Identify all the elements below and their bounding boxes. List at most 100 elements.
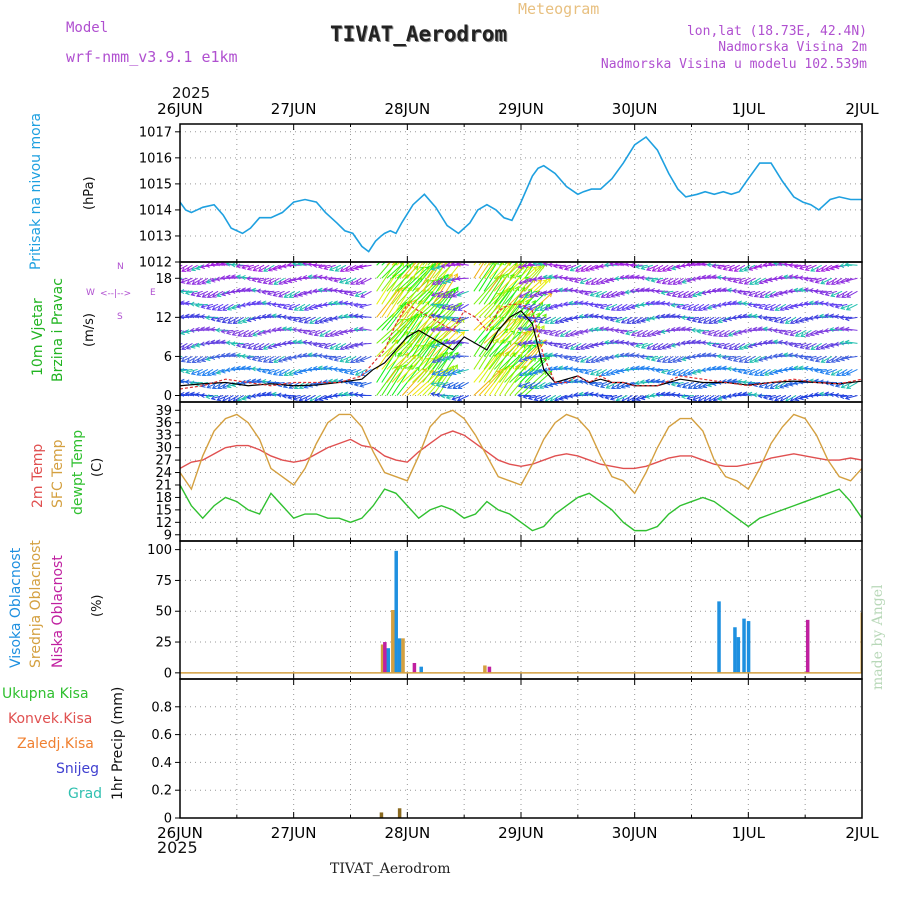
wind-arrow <box>359 303 372 308</box>
wind-arrowhead <box>774 306 780 311</box>
wind-arrow <box>221 354 234 357</box>
wind-arrow <box>499 316 525 344</box>
wind-arrow <box>662 264 674 272</box>
wind-arrowhead <box>430 302 435 308</box>
wind-arrow <box>826 277 838 285</box>
wind-arrow <box>748 290 761 296</box>
wind-arrowhead <box>217 384 222 390</box>
low-cloud-bar <box>412 662 417 673</box>
wind-arrowhead <box>344 279 350 285</box>
wind-arrowhead <box>360 293 365 298</box>
wind-arrowhead <box>200 357 206 363</box>
wind-arrowhead <box>494 338 499 343</box>
wind-arrowhead <box>338 330 344 336</box>
wind-arrow <box>483 351 504 383</box>
wind-arrowhead <box>327 301 333 306</box>
wind-arrow <box>422 262 435 279</box>
wind-arrow <box>713 316 725 324</box>
wind-arrowhead <box>844 395 850 401</box>
wind-arrowhead <box>844 316 850 322</box>
wind-arrow <box>574 368 587 371</box>
wind-arrowhead <box>610 384 616 390</box>
wind-arrow <box>816 264 828 272</box>
wind-arrowhead <box>841 371 846 376</box>
wind-arrowhead <box>732 378 738 384</box>
wind-arrow <box>457 290 469 296</box>
wind-arrow <box>349 381 362 384</box>
wind-arrowhead <box>354 292 360 298</box>
wind-arrowhead <box>339 267 345 272</box>
wind-arrowhead <box>762 340 768 346</box>
wind-arrowhead <box>595 358 601 363</box>
panel-plot-4 <box>379 808 402 818</box>
wind-arrow <box>717 264 730 269</box>
wind-arrowhead <box>718 332 724 337</box>
wind-arrowhead <box>514 286 520 291</box>
wind-arrowhead <box>579 279 585 285</box>
wind-arrowhead <box>631 397 637 402</box>
wind-arrowhead <box>588 313 594 319</box>
wind-arrowhead <box>176 278 180 282</box>
wind-arrow <box>785 316 797 324</box>
wind-arrow <box>764 382 776 389</box>
wind-arrowhead <box>575 267 580 272</box>
wind-arrowhead <box>527 395 533 401</box>
wind-arrowhead <box>457 306 463 311</box>
precip-bar <box>379 812 384 818</box>
wind-arrowhead <box>517 241 521 245</box>
wind-arrow <box>412 262 416 266</box>
wind-arrowhead <box>809 331 815 337</box>
wind-arrow <box>626 395 638 402</box>
wind-arrowhead <box>450 354 456 360</box>
wind-arrowhead <box>287 326 292 332</box>
wind-arrow <box>237 329 249 337</box>
wind-arrowhead <box>600 293 606 298</box>
wind-arrow <box>554 329 567 337</box>
wind-arrowhead <box>517 326 523 332</box>
wind-arrowhead <box>344 358 350 363</box>
wind-arrowhead <box>348 301 354 307</box>
wind-arrowhead <box>172 345 176 349</box>
wind-arrowhead <box>216 369 221 375</box>
wind-arrowhead <box>573 392 579 398</box>
wind-arrow <box>677 381 689 387</box>
wind-arrow <box>422 262 427 266</box>
wind-arrowhead <box>788 352 794 358</box>
precip-bar <box>397 808 402 818</box>
wind-arrowhead <box>542 279 548 285</box>
wind-arrowhead <box>517 314 522 320</box>
y-tick-label: 12 <box>155 311 172 326</box>
wind-arrowhead <box>728 332 734 337</box>
wind-arrowhead <box>675 392 681 398</box>
wind-arrowhead <box>619 352 625 358</box>
wind-arrowhead <box>656 267 662 272</box>
wind-arrowhead <box>742 290 748 296</box>
wind-arrowhead <box>277 264 282 270</box>
wind-arrowhead <box>261 329 267 335</box>
wind-arrowhead <box>328 287 333 293</box>
wind-arrow <box>483 305 511 331</box>
wind-arrow <box>758 303 771 309</box>
wind-arrowhead <box>655 288 660 294</box>
wind-arrowhead <box>774 396 779 402</box>
wind-arrowhead <box>748 370 754 376</box>
wind-arrowhead <box>534 250 538 254</box>
wind-arrow <box>620 329 633 333</box>
wind-arrow <box>519 369 531 376</box>
wind-arrow <box>683 290 695 298</box>
wind-arrowhead <box>727 356 733 361</box>
wind-arrow <box>529 290 541 298</box>
wind-arrowhead <box>225 290 231 296</box>
wind-arrowhead <box>435 326 441 332</box>
wind-arrow <box>739 342 751 350</box>
wind-arrowhead <box>595 371 601 376</box>
wind-arrow <box>845 316 858 320</box>
wind-arrow <box>580 342 592 350</box>
wind-arrow <box>441 303 454 309</box>
wind-arrow <box>616 395 628 402</box>
wind-arrowhead <box>297 275 302 281</box>
wind-arrowhead <box>256 392 262 398</box>
wind-arrowhead <box>302 290 308 296</box>
wind-arrow <box>779 316 792 324</box>
wind-arrowhead <box>424 266 430 271</box>
